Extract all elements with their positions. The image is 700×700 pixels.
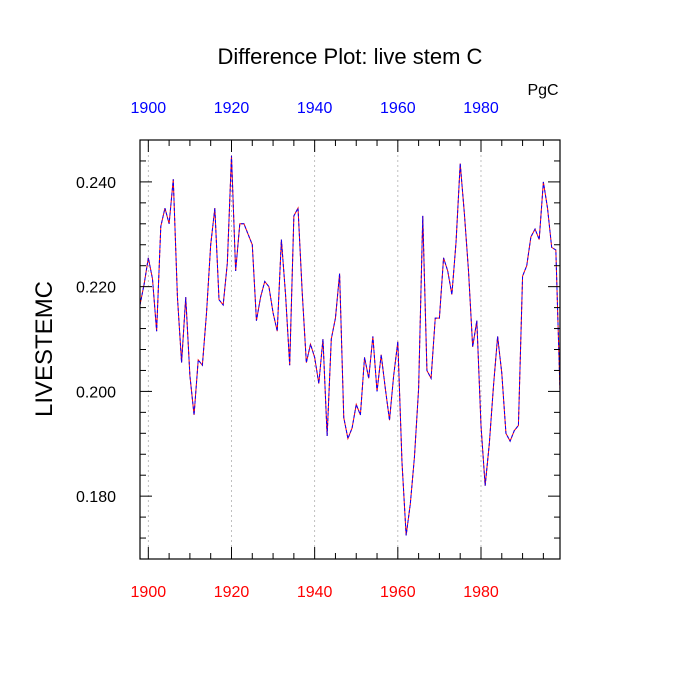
x-tick-label-top: 1960 bbox=[380, 100, 416, 117]
units-label: PgC bbox=[527, 82, 558, 99]
series-layer bbox=[139, 155, 561, 536]
y-tick-label: 0.200 bbox=[76, 384, 116, 401]
x-tick-label-bottom: 1920 bbox=[214, 584, 250, 601]
x-tick-label-bottom: 1940 bbox=[297, 584, 333, 601]
x-tick-label-top: 1920 bbox=[214, 100, 250, 117]
ticks-layer: 1900 1900 1920 1920 1940 1940 1960 1960 1980 1980… bbox=[76, 100, 560, 601]
x-tick-label-top: 1980 bbox=[463, 100, 499, 117]
chart-title: Difference Plot: live stem C bbox=[218, 44, 483, 69]
y-tick-label: 0.220 bbox=[76, 280, 116, 297]
plot-frame bbox=[139, 139, 561, 560]
x-tick-label-bottom: 1900 bbox=[131, 584, 167, 601]
x-tick-label-bottom: 1960 bbox=[380, 584, 416, 601]
x-tick-label-bottom: 1980 bbox=[463, 584, 499, 601]
x-tick-label-top: 1940 bbox=[297, 100, 333, 117]
y-tick-label: 0.180 bbox=[76, 489, 116, 506]
series-line-blue-dashed bbox=[139, 155, 561, 536]
x-tick-label-top: 1900 bbox=[131, 100, 167, 117]
y-tick-label: 0.240 bbox=[76, 175, 116, 192]
y-axis-label: LIVESTEMC bbox=[31, 281, 58, 417]
